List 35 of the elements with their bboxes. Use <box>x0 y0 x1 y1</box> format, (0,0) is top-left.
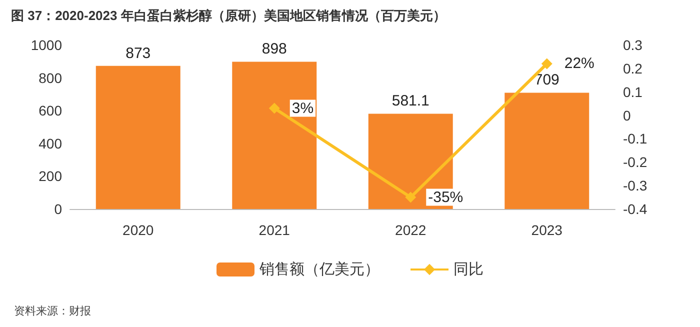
y2-tick-label: 0.1 <box>623 84 643 100</box>
point <box>405 192 416 203</box>
text: 资料来源：财报 <box>14 304 91 318</box>
y2-tick-label: -0.1 <box>623 130 648 147</box>
x-tick-label: 2021 <box>258 222 290 238</box>
y2-tick-label: 0.2 <box>623 60 643 76</box>
bar <box>96 66 180 209</box>
data-label: 581.1 <box>392 92 430 110</box>
chart-title: 图 37：2020-2023 年白蛋白紫杉醇（原研）美国地区销售情况（百万美元） <box>11 8 446 23</box>
data-label: 22% <box>564 55 594 72</box>
y2-tick-label: -0.4 <box>623 201 648 217</box>
y2-tick-label: 0.3 <box>623 37 643 53</box>
x-tick-label: 2020 <box>122 222 154 238</box>
data-label: 873 <box>126 44 151 62</box>
y-tick-label: 200 <box>38 168 62 184</box>
point <box>541 58 552 70</box>
y-tick-label: 0 <box>54 201 62 217</box>
data-label: 3% <box>292 100 314 117</box>
y2-tick-label: -0.3 <box>623 178 648 194</box>
data-label: 709 <box>534 72 560 89</box>
data-label: 898 <box>262 40 287 58</box>
y-tick-label: 400 <box>38 135 62 152</box>
bar <box>232 62 317 209</box>
y-tick-label: 1000 <box>30 37 62 53</box>
y2-tick-label: 0 <box>623 107 631 124</box>
bar <box>504 92 590 209</box>
x-tick-label: 2022 <box>395 222 426 238</box>
y-tick-label: 800 <box>38 70 62 86</box>
point <box>268 102 280 114</box>
y2-tick-label: -0.2 <box>623 154 648 170</box>
legend-label: 同比 <box>454 261 484 278</box>
y-tick-label: 600 <box>38 102 62 119</box>
data-label: -35% <box>428 188 464 206</box>
legend-label: 销售额（亿美元） <box>258 261 380 278</box>
x-tick-label: 2023 <box>531 222 563 238</box>
